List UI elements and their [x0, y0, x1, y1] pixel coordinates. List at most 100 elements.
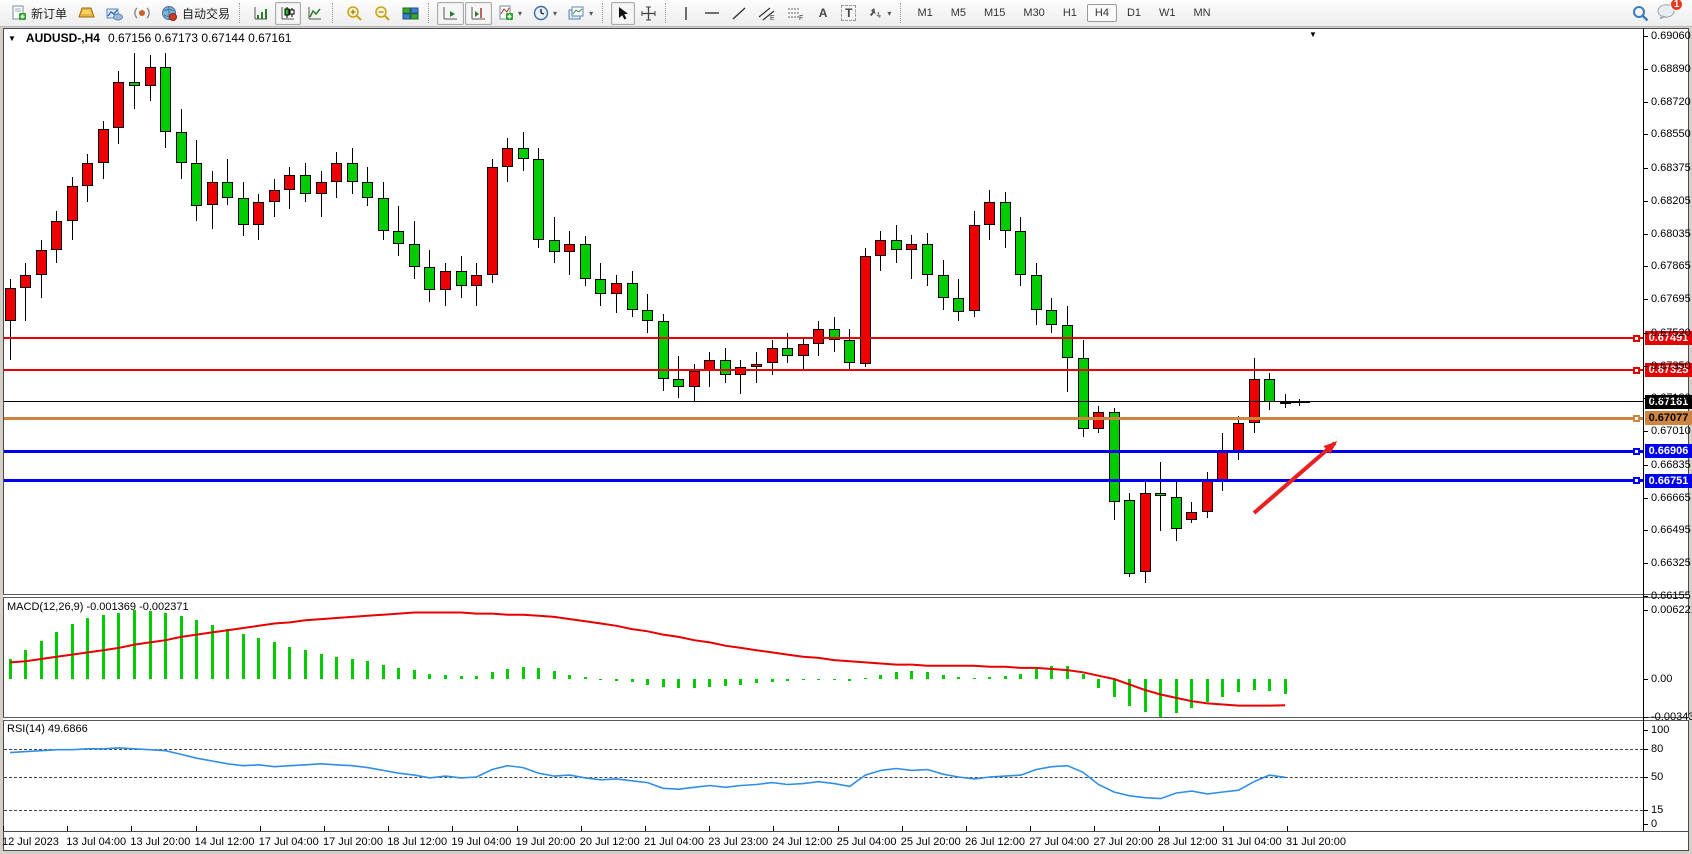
- toolbar-right-group: 1: [1632, 0, 1686, 24]
- price-level-handle[interactable]: [1633, 366, 1640, 374]
- price-level-line[interactable]: [4, 337, 1643, 340]
- candle: [922, 244, 933, 275]
- dropdown-caret-icon[interactable]: ▾: [887, 8, 892, 18]
- auto-trading-label: 自动交易: [182, 6, 231, 21]
- time-axis-label: 21 Jul 04:00: [644, 836, 704, 848]
- toolbar-separator: [665, 3, 670, 23]
- macd-histogram-bar: [506, 669, 510, 679]
- dropdown-caret-icon[interactable]: ▾: [589, 8, 594, 18]
- auto-scroll-button[interactable]: [437, 1, 465, 25]
- vertical-line-tool-button[interactable]: [674, 2, 698, 25]
- time-axis-label: 13 Jul 20:00: [130, 836, 191, 848]
- horizontal-line-tool-button[interactable]: [699, 2, 725, 25]
- chart-shift-marker-icon[interactable]: ▼: [1309, 30, 1317, 39]
- candle: [175, 132, 187, 164]
- arrows-tool-button[interactable]: ▾: [862, 2, 896, 25]
- timeframe-button-d1[interactable]: D1: [1126, 7, 1141, 19]
- timeframe-button-mn[interactable]: MN: [1193, 7, 1211, 19]
- chart-shift-button[interactable]: [465, 1, 493, 25]
- price-level-line[interactable]: [4, 369, 1643, 372]
- add-indicator-button[interactable]: ▾: [493, 2, 527, 25]
- price-level-label[interactable]: 0.67491: [1645, 331, 1692, 346]
- macd-histogram-bar: [241, 633, 245, 679]
- candle: [346, 163, 358, 183]
- chart-list-button[interactable]: [101, 2, 128, 25]
- macd-histogram-bar: [661, 679, 665, 687]
- macd-histogram-bar: [350, 659, 354, 679]
- market-watch-button[interactable]: [73, 2, 100, 25]
- auto-trading-button[interactable]: 自动交易: [156, 2, 235, 25]
- price-level-handle[interactable]: [1633, 447, 1640, 455]
- text-label-tool-button[interactable]: T: [836, 2, 861, 25]
- timeframe-button-w1[interactable]: W1: [1159, 7, 1176, 19]
- price-level-line[interactable]: [4, 449, 1643, 453]
- tile-windows-button[interactable]: [397, 2, 424, 25]
- price-level-label[interactable]: 0.67161: [1645, 394, 1692, 409]
- main-macd-splitter[interactable]: [3, 594, 1689, 598]
- notifications-button[interactable]: 1: [1657, 0, 1683, 24]
- zoom-out-button[interactable]: [369, 2, 396, 25]
- candle: [984, 201, 996, 225]
- new-order-button[interactable]: 新订单: [6, 2, 72, 25]
- price-level-label[interactable]: 0.67077: [1645, 411, 1692, 426]
- timeframe-button-m30[interactable]: M30: [1023, 7, 1045, 19]
- price-level-handle[interactable]: [1633, 477, 1640, 485]
- price-level-label[interactable]: 0.66751: [1645, 473, 1692, 488]
- time-axis-tick: [1222, 826, 1224, 831]
- equidistant-channel-tool-button[interactable]: E: [753, 2, 781, 25]
- crosshair-tool-button[interactable]: [636, 2, 661, 25]
- signal-icon: [134, 7, 150, 19]
- dropdown-caret-icon[interactable]: ▾: [553, 8, 558, 18]
- candle: [502, 147, 514, 168]
- cursor-tool-button[interactable]: [611, 1, 636, 25]
- time-axis-tick: [67, 826, 69, 831]
- price-level-line[interactable]: [4, 401, 1643, 403]
- macd-histogram-bar: [568, 674, 572, 679]
- time-axis-label: 19 Jul 04:00: [451, 836, 512, 848]
- candle-wick: [1284, 394, 1286, 408]
- timeframe-button-m5[interactable]: M5: [950, 7, 966, 19]
- rsi-level-line: [4, 777, 1643, 778]
- price-level-line[interactable]: [4, 416, 1643, 420]
- timeframe-button-m15[interactable]: M15: [984, 7, 1006, 19]
- candle: [844, 340, 856, 364]
- line-chart-type-button[interactable]: [302, 2, 328, 25]
- price-level-line[interactable]: [4, 479, 1643, 483]
- templates-button[interactable]: ▾: [563, 2, 598, 25]
- search-icon[interactable]: [1632, 5, 1649, 22]
- candle: [890, 240, 902, 250]
- dropdown-caret-icon[interactable]: ▾: [518, 8, 523, 18]
- macd-histogram-bar: [926, 672, 929, 679]
- fibonacci-icon: F: [788, 8, 803, 21]
- price-level-label[interactable]: 0.66906: [1645, 444, 1692, 458]
- macd-histogram-bar: [210, 624, 214, 679]
- bar-chart-type-button[interactable]: [248, 2, 274, 25]
- candle: [533, 159, 545, 241]
- price-axis-tick: [1643, 595, 1648, 597]
- zoom-in-button[interactable]: [341, 2, 368, 25]
- macd-histogram-bar: [1128, 679, 1132, 706]
- timeframe-button-h4[interactable]: H4: [1086, 4, 1117, 22]
- timeframe-button-h1[interactable]: H1: [1062, 7, 1077, 19]
- candle: [611, 282, 622, 295]
- price-level-handle[interactable]: [1633, 334, 1640, 342]
- text-tool-button[interactable]: A: [811, 2, 835, 25]
- macd-histogram-bar: [8, 659, 12, 679]
- trendline-tool-button[interactable]: [726, 2, 752, 25]
- svg-text:F: F: [799, 15, 803, 21]
- chart-title-caret-icon[interactable]: ▼: [8, 33, 16, 43]
- candlestick-chart-type-button[interactable]: [275, 1, 302, 25]
- cursor-icon: [619, 6, 629, 19]
- periods-button[interactable]: ▾: [528, 2, 562, 25]
- timeframe-button-m1[interactable]: M1: [917, 7, 933, 19]
- price-level-handle[interactable]: [1633, 414, 1640, 422]
- time-axis-label: 14 Jul 12:00: [194, 836, 255, 848]
- price-axis-tick: [1643, 332, 1648, 334]
- macd-rsi-splitter[interactable]: [3, 717, 1689, 721]
- fibonacci-tool-button[interactable]: F: [782, 2, 810, 25]
- macd-histogram-bar: [366, 661, 370, 679]
- candle: [719, 359, 731, 376]
- signals-button[interactable]: [129, 2, 155, 25]
- price-axis-label: 0.66835: [1651, 458, 1691, 471]
- price-level-label[interactable]: 0.67325: [1645, 363, 1692, 378]
